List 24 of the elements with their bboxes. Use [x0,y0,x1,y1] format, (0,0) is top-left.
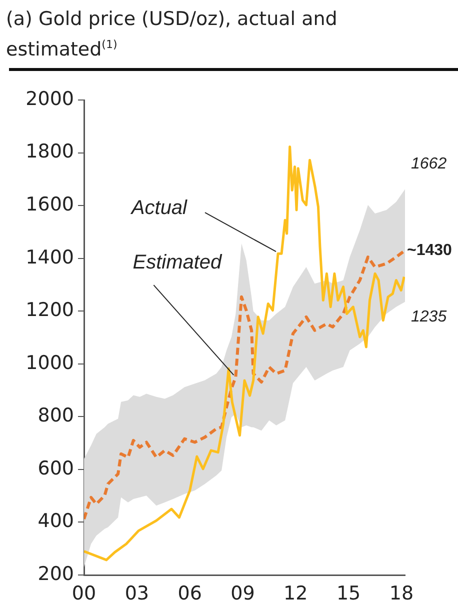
annotation: 1662 [411,156,447,173]
y-tick-label: 400 [38,510,74,532]
y-tick-label: 2000 [26,88,74,110]
y-tick-label: 1400 [26,246,74,268]
x-tick-label: 09 [230,582,255,604]
line-series [84,248,405,521]
y-tick-label: 1800 [26,140,74,163]
y-tick-label: 200 [38,562,74,585]
x-tick-label: 03 [124,582,150,604]
x-tick-label: 15 [336,582,361,604]
y-tick-label: 1600 [26,193,74,216]
y-tick-label: 1000 [26,352,74,374]
x-tick-label: 12 [284,582,308,604]
y-tick-label: 1200 [26,299,74,322]
annotation: ~1430 [407,242,452,259]
annotation: Estimated [132,252,223,274]
annotation: 1235 [411,308,447,326]
x-tick-label: 06 [178,582,202,604]
x-tick-label: 00 [72,582,96,604]
x-tick-label: 18 [389,582,414,604]
annotation: Actual [130,197,188,220]
y-tick-label: 600 [38,457,74,480]
chart-title: (a) Gold price (USD/oz), actual and estimated$^{(1)}$ [6,7,338,62]
y-tick-label: 800 [38,404,74,427]
